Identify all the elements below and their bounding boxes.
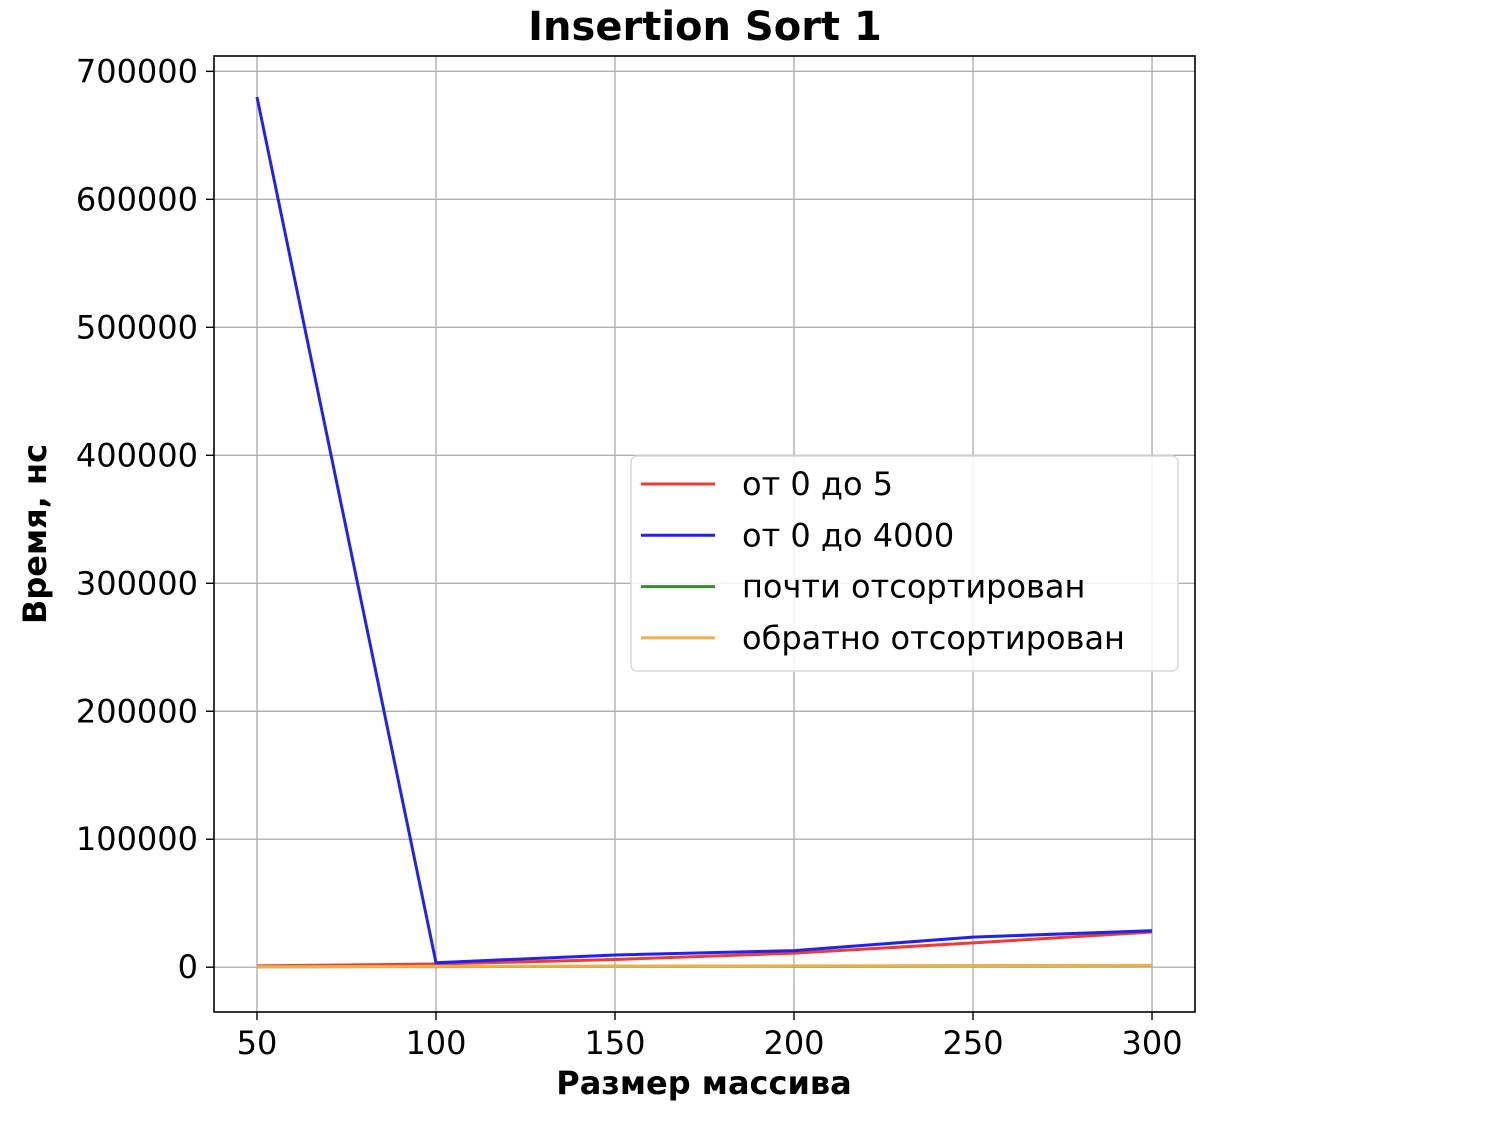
y-tick-label: 400000 <box>76 436 198 474</box>
plot-frame <box>213 55 1196 1013</box>
legend-label: от 0 до 5 <box>742 465 893 503</box>
x-tick-label: 250 <box>942 1024 1003 1062</box>
y-tick-label: 500000 <box>76 308 198 346</box>
series-line-1 <box>255 96 1153 965</box>
y-axis-ticks: 0 100000 200000 300000 400000 500000 600000 700… <box>76 52 214 986</box>
series-line-3 <box>256 963 1153 969</box>
legend-frame <box>630 455 1179 672</box>
chart-title: Insertion Sort 1 <box>528 4 882 50</box>
legend: от 0 до 5 от 0 до 4000 почти отсортирован о… <box>630 455 1179 672</box>
y-axis-label: Время, нс <box>16 444 54 624</box>
series-line-0 <box>256 930 1153 968</box>
x-tick-label: 200 <box>763 1024 824 1062</box>
legend-label: почти отсортирован <box>742 568 1085 606</box>
x-tick-label: 300 <box>1121 1024 1182 1062</box>
x-tick-label: 50 <box>237 1024 278 1062</box>
x-tick-label: 150 <box>584 1024 645 1062</box>
y-tick-label: 100000 <box>76 820 198 858</box>
y-tick-label: 700000 <box>76 52 198 90</box>
series-lines <box>255 96 1153 969</box>
legend-label: от 0 до 4000 <box>742 516 954 554</box>
x-axis-label: Размер массива <box>556 1064 852 1102</box>
legend-label: обратно отсортирован <box>742 619 1125 657</box>
x-tick-label: 100 <box>405 1024 466 1062</box>
y-tick-label: 0 <box>178 948 198 986</box>
x-axis-ticks: 50 100 150 200 250 300 <box>237 1012 1183 1062</box>
y-tick-label: 300000 <box>76 564 198 602</box>
y-tick-label: 600000 <box>76 180 198 218</box>
y-tick-label: 200000 <box>76 692 198 730</box>
